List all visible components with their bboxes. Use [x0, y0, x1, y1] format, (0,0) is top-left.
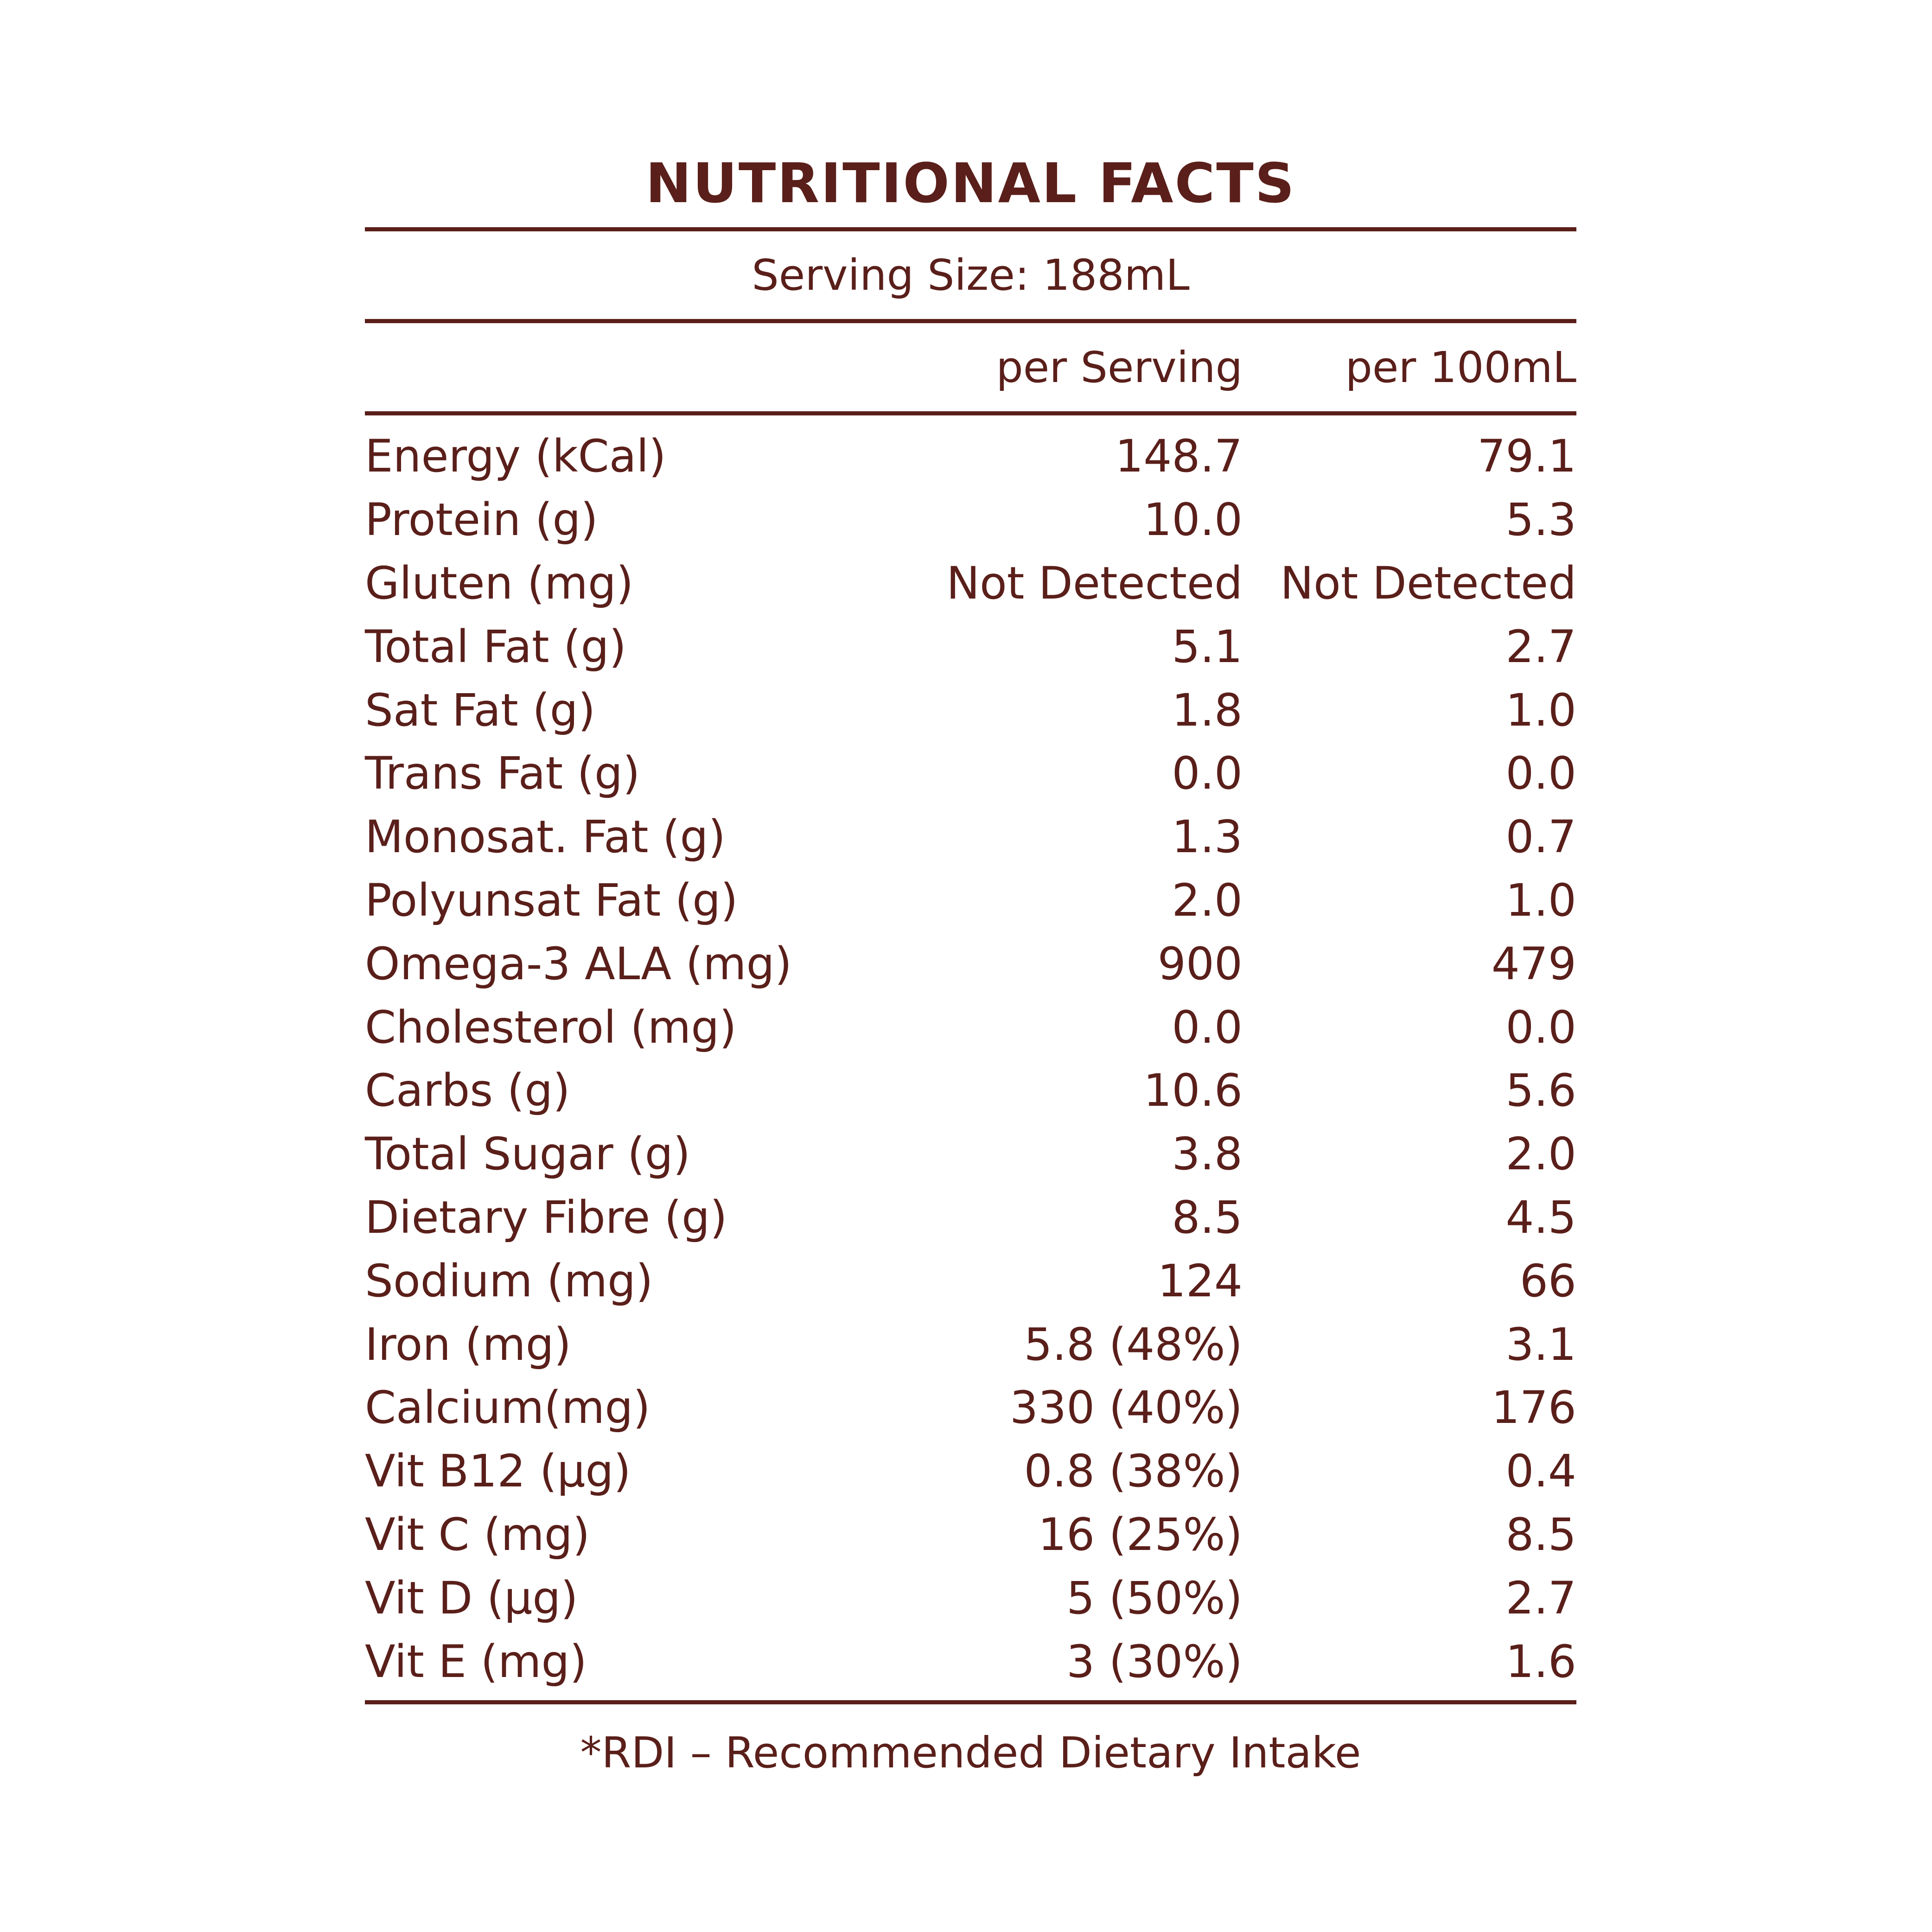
value-per-100ml: 5.3	[1505, 494, 1576, 546]
divider-bottom	[365, 1700, 1576, 1704]
value-per-100ml: 1.0	[1505, 684, 1576, 736]
nutrient-name: Total Fat (g)	[365, 620, 626, 673]
table-row: Monosat. Fat (g) 1.3 0.7	[365, 805, 1576, 869]
value-per-serving: 1.8	[1172, 684, 1243, 736]
nutrient-name: Sodium (mg)	[365, 1255, 653, 1307]
nutrient-name: Sat Fat (g)	[365, 684, 596, 736]
value-per-100ml: 8.5	[1505, 1508, 1576, 1561]
value-per-serving: 0.8 (38%)	[1024, 1445, 1243, 1498]
value-per-serving: 900	[1157, 937, 1243, 990]
nutrient-name: Calcium(mg)	[365, 1382, 650, 1434]
value-per-100ml: 0.0	[1505, 747, 1576, 800]
value-per-100ml: 0.4	[1505, 1445, 1576, 1498]
table-row: Sodium (mg) 124 66	[365, 1249, 1576, 1313]
table-row: Trans Fat (g) 0.0 0.0	[365, 742, 1576, 805]
value-per-serving: 1.3	[1172, 811, 1243, 863]
table-row: Calcium(mg) 330 (40%) 176	[365, 1376, 1576, 1440]
nutrient-name: Omega-3 ALA (mg)	[365, 937, 792, 990]
value-per-serving: Not Detected	[946, 557, 1243, 609]
value-per-100ml: Not Detected	[1280, 557, 1576, 609]
serving-size: Serving Size: 188mL	[752, 250, 1190, 300]
value-per-serving: 5.8 (48%)	[1024, 1318, 1243, 1371]
table-row: Cholesterol (mg) 0.0 0.0	[365, 995, 1576, 1059]
value-per-100ml: 0.7	[1505, 811, 1576, 863]
value-per-100ml: 79.1	[1477, 430, 1576, 483]
value-per-serving: 10.6	[1143, 1065, 1243, 1117]
value-per-serving: 0.0	[1172, 1001, 1243, 1053]
value-per-100ml: 5.6	[1505, 1065, 1576, 1117]
nutrient-name: Vit B12 (µg)	[365, 1445, 631, 1498]
table-row: Total Fat (g) 5.1 2.7	[365, 615, 1576, 678]
nutrient-name: Energy (kCal)	[365, 430, 666, 483]
value-per-100ml: 2.0	[1505, 1128, 1576, 1180]
nutrient-name: Protein (g)	[365, 494, 598, 546]
nutrient-name: Carbs (g)	[365, 1065, 570, 1117]
table-row: Vit D (µg) 5 (50%) 2.7	[365, 1566, 1576, 1630]
table-row: Protein (g) 10.0 5.3	[365, 488, 1576, 552]
value-per-100ml: 66	[1519, 1255, 1576, 1307]
nutrient-name: Iron (mg)	[365, 1318, 572, 1371]
nutrient-table-body: Energy (kCal) 148.7 79.1 Protein (g) 10.0 5.3…	[365, 415, 1576, 1700]
table-row: Energy (kCal) 148.7 79.1	[365, 425, 1576, 488]
divider-serving	[365, 319, 1576, 323]
table-row: Vit C (mg) 16 (25%) 8.5	[365, 1503, 1576, 1567]
value-per-100ml: 1.6	[1505, 1635, 1576, 1688]
nutrient-name: Vit C (mg)	[365, 1508, 590, 1561]
table-row: Dietary Fibre (g) 8.5 4.5	[365, 1186, 1576, 1250]
nutrient-name: Monosat. Fat (g)	[365, 811, 726, 863]
value-per-100ml: 176	[1491, 1382, 1576, 1434]
value-per-serving: 5.1	[1172, 620, 1243, 673]
table-row: Iron (mg) 5.8 (48%) 3.1	[365, 1313, 1576, 1376]
panel-title: NUTRITIONAL FACTS	[645, 151, 1296, 215]
table-row: Sat Fat (g) 1.8 1.0	[365, 678, 1576, 742]
nutrient-name: Cholesterol (mg)	[365, 1001, 737, 1053]
nutrient-name: Gluten (mg)	[365, 557, 634, 609]
value-per-100ml: 2.7	[1505, 1572, 1576, 1624]
table-row: Carbs (g) 10.6 5.6	[365, 1059, 1576, 1122]
footnote: *RDI – Recommended Dietary Intake	[580, 1728, 1361, 1778]
divider-header	[365, 411, 1576, 415]
nutrient-name: Vit D (µg)	[365, 1572, 578, 1624]
value-per-serving: 10.0	[1143, 494, 1243, 546]
value-per-100ml: 3.1	[1505, 1318, 1576, 1371]
table-row: Omega-3 ALA (mg) 900 479	[365, 932, 1576, 995]
table-row: Gluten (mg) Not Detected Not Detected	[365, 552, 1576, 615]
value-per-serving: 2.0	[1172, 874, 1243, 926]
value-per-serving: 5 (50%)	[1066, 1572, 1243, 1624]
value-per-100ml: 4.5	[1505, 1191, 1576, 1243]
table-row: Polyunsat Fat (g) 2.0 1.0	[365, 869, 1576, 932]
value-per-serving: 3.8	[1172, 1128, 1243, 1180]
value-per-serving: 148.7	[1115, 430, 1243, 483]
value-per-serving: 3 (30%)	[1066, 1635, 1243, 1688]
column-header-per-100ml: per 100mL	[1345, 342, 1576, 392]
column-header-row: per Serving per 100mL	[365, 323, 1576, 411]
value-per-100ml: 1.0	[1505, 874, 1576, 926]
nutrient-name: Trans Fat (g)	[365, 747, 640, 800]
nutrient-name: Vit E (mg)	[365, 1635, 587, 1688]
table-row: Vit B12 (µg) 0.8 (38%) 0.4	[365, 1440, 1576, 1503]
value-per-serving: 330 (40%)	[1009, 1382, 1243, 1434]
value-per-serving: 0.0	[1172, 747, 1243, 800]
column-header-per-serving: per Serving	[996, 342, 1243, 392]
value-per-serving: 16 (25%)	[1038, 1508, 1243, 1561]
divider-top	[365, 227, 1576, 231]
value-per-serving: 124	[1157, 1255, 1243, 1307]
value-per-serving: 8.5	[1172, 1191, 1243, 1243]
nutrition-facts-panel: NUTRITIONAL FACTS Serving Size: 188mL pe…	[365, 139, 1576, 1802]
table-row: Total Sugar (g) 3.8 2.0	[365, 1122, 1576, 1186]
value-per-100ml: 479	[1491, 937, 1576, 990]
nutrient-name: Polyunsat Fat (g)	[365, 874, 738, 926]
value-per-100ml: 2.7	[1505, 620, 1576, 673]
value-per-100ml: 0.0	[1505, 1001, 1576, 1053]
table-row: Vit E (mg) 3 (30%) 1.6	[365, 1630, 1576, 1693]
nutrient-name: Total Sugar (g)	[365, 1128, 691, 1180]
nutrient-name: Dietary Fibre (g)	[365, 1191, 727, 1243]
